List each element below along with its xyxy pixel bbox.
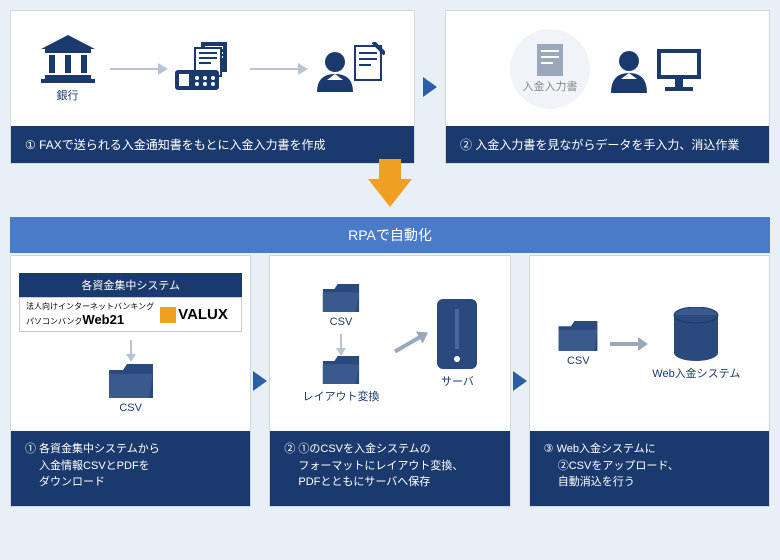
arrow-icon	[610, 342, 640, 346]
folder-icon	[109, 364, 153, 398]
center-arrow-wrap	[10, 179, 770, 207]
rpa-banner: RPAで自動化	[10, 217, 770, 253]
arrow-icon	[250, 68, 300, 70]
database-icon	[673, 307, 719, 361]
manual-step-2-card: 入金入力書 ② 入金入力書を見ながらデータを手入力、消込作業	[445, 10, 770, 164]
person-writing-icon	[315, 42, 385, 96]
csv-label: CSV	[567, 355, 590, 367]
sys-header: 各資金集中システム	[19, 273, 242, 297]
server-label: サーバ	[441, 373, 474, 389]
doc-circle: 入金入力書	[510, 29, 590, 109]
step2-footer: ② 入金入力書を見ながらデータを手入力、消込作業	[446, 126, 769, 163]
csv-folder-wrap: CSV	[109, 364, 153, 414]
sys-line2: パソコンバンクWeb21	[26, 312, 154, 328]
auto-step-3-card: CSV Web入金システム ③ Web入金システムに ②CSVをアップロード、 …	[529, 255, 770, 507]
auto-step1-footer: ① 各資金集中システムから 入金情報CSVとPDFを ダウンロード	[11, 431, 250, 506]
arrow-blue-icon	[513, 371, 527, 391]
csv-folder-wrap: CSV	[558, 321, 598, 367]
layout-label: レイアウト変換	[302, 388, 379, 404]
db-label: Web入金システム	[652, 365, 740, 381]
auto-step2-footer: ② ①のCSVを入金システムの フォーマットにレイアウト変換、 PDFとともにサ…	[270, 431, 509, 506]
arrow-blue-icon	[423, 77, 437, 97]
auto-step-1-card: 各資金集中システム 法人向けインターネットバンキング パソコンバンクWeb21 …	[10, 255, 251, 507]
bottom-row: 各資金集中システム 法人向けインターネットバンキング パソコンバンクWeb21 …	[10, 255, 770, 507]
web21-logo: Web21	[82, 312, 124, 327]
diagram-container: 銀行	[10, 10, 770, 507]
csv-label: CSV	[119, 402, 142, 414]
arrow-down-icon	[130, 340, 132, 356]
step1-footer: ① FAXで送られる入金通知書をもとに入金入力書を作成	[11, 126, 414, 163]
valux-icon	[160, 307, 176, 323]
big-arrow-down-icon	[368, 179, 412, 207]
bank-icon-wrap: 銀行	[41, 35, 95, 103]
folder-icon	[322, 284, 360, 312]
auto-step3-footer: ③ Web入金システムに ②CSVをアップロード、 自動消込を行う	[530, 431, 769, 506]
doc-label: 入金入力書	[523, 78, 578, 94]
layout-folder: レイアウト変換	[302, 356, 379, 404]
csv-transform-col: CSV レイアウト変換	[302, 284, 379, 404]
arrow-down-icon	[340, 334, 342, 350]
manual-step-1-card: 銀行	[10, 10, 415, 164]
document-icon	[537, 44, 563, 76]
top-row: 銀行	[10, 10, 770, 164]
folder-icon	[558, 321, 598, 351]
person-computer-icon	[605, 39, 705, 99]
valux-logo: VALUX	[160, 306, 228, 323]
arrow-icon	[110, 68, 160, 70]
auto-step-2-card: CSV レイアウト変換 サーバ	[269, 255, 510, 507]
server-icon	[437, 299, 477, 369]
csv-label: CSV	[330, 316, 353, 328]
system-block: 各資金集中システム 法人向けインターネットバンキング パソコンバンクWeb21 …	[19, 273, 242, 332]
server-wrap: サーバ	[437, 299, 477, 389]
fax-icon	[175, 42, 235, 96]
arrow-blue-icon	[253, 371, 267, 391]
folder-icon	[322, 356, 360, 384]
bank-label: 銀行	[57, 87, 79, 103]
sys-left: 法人向けインターネットバンキング パソコンバンクWeb21	[26, 302, 154, 327]
sys-box: 法人向けインターネットバンキング パソコンバンクWeb21 VALUX	[19, 297, 242, 332]
bank-icon	[41, 35, 95, 83]
arrow-up-icon	[394, 334, 422, 352]
db-wrap: Web入金システム	[652, 307, 740, 381]
csv-top: CSV	[322, 284, 360, 328]
sys-line1: 法人向けインターネットバンキング	[26, 302, 154, 312]
